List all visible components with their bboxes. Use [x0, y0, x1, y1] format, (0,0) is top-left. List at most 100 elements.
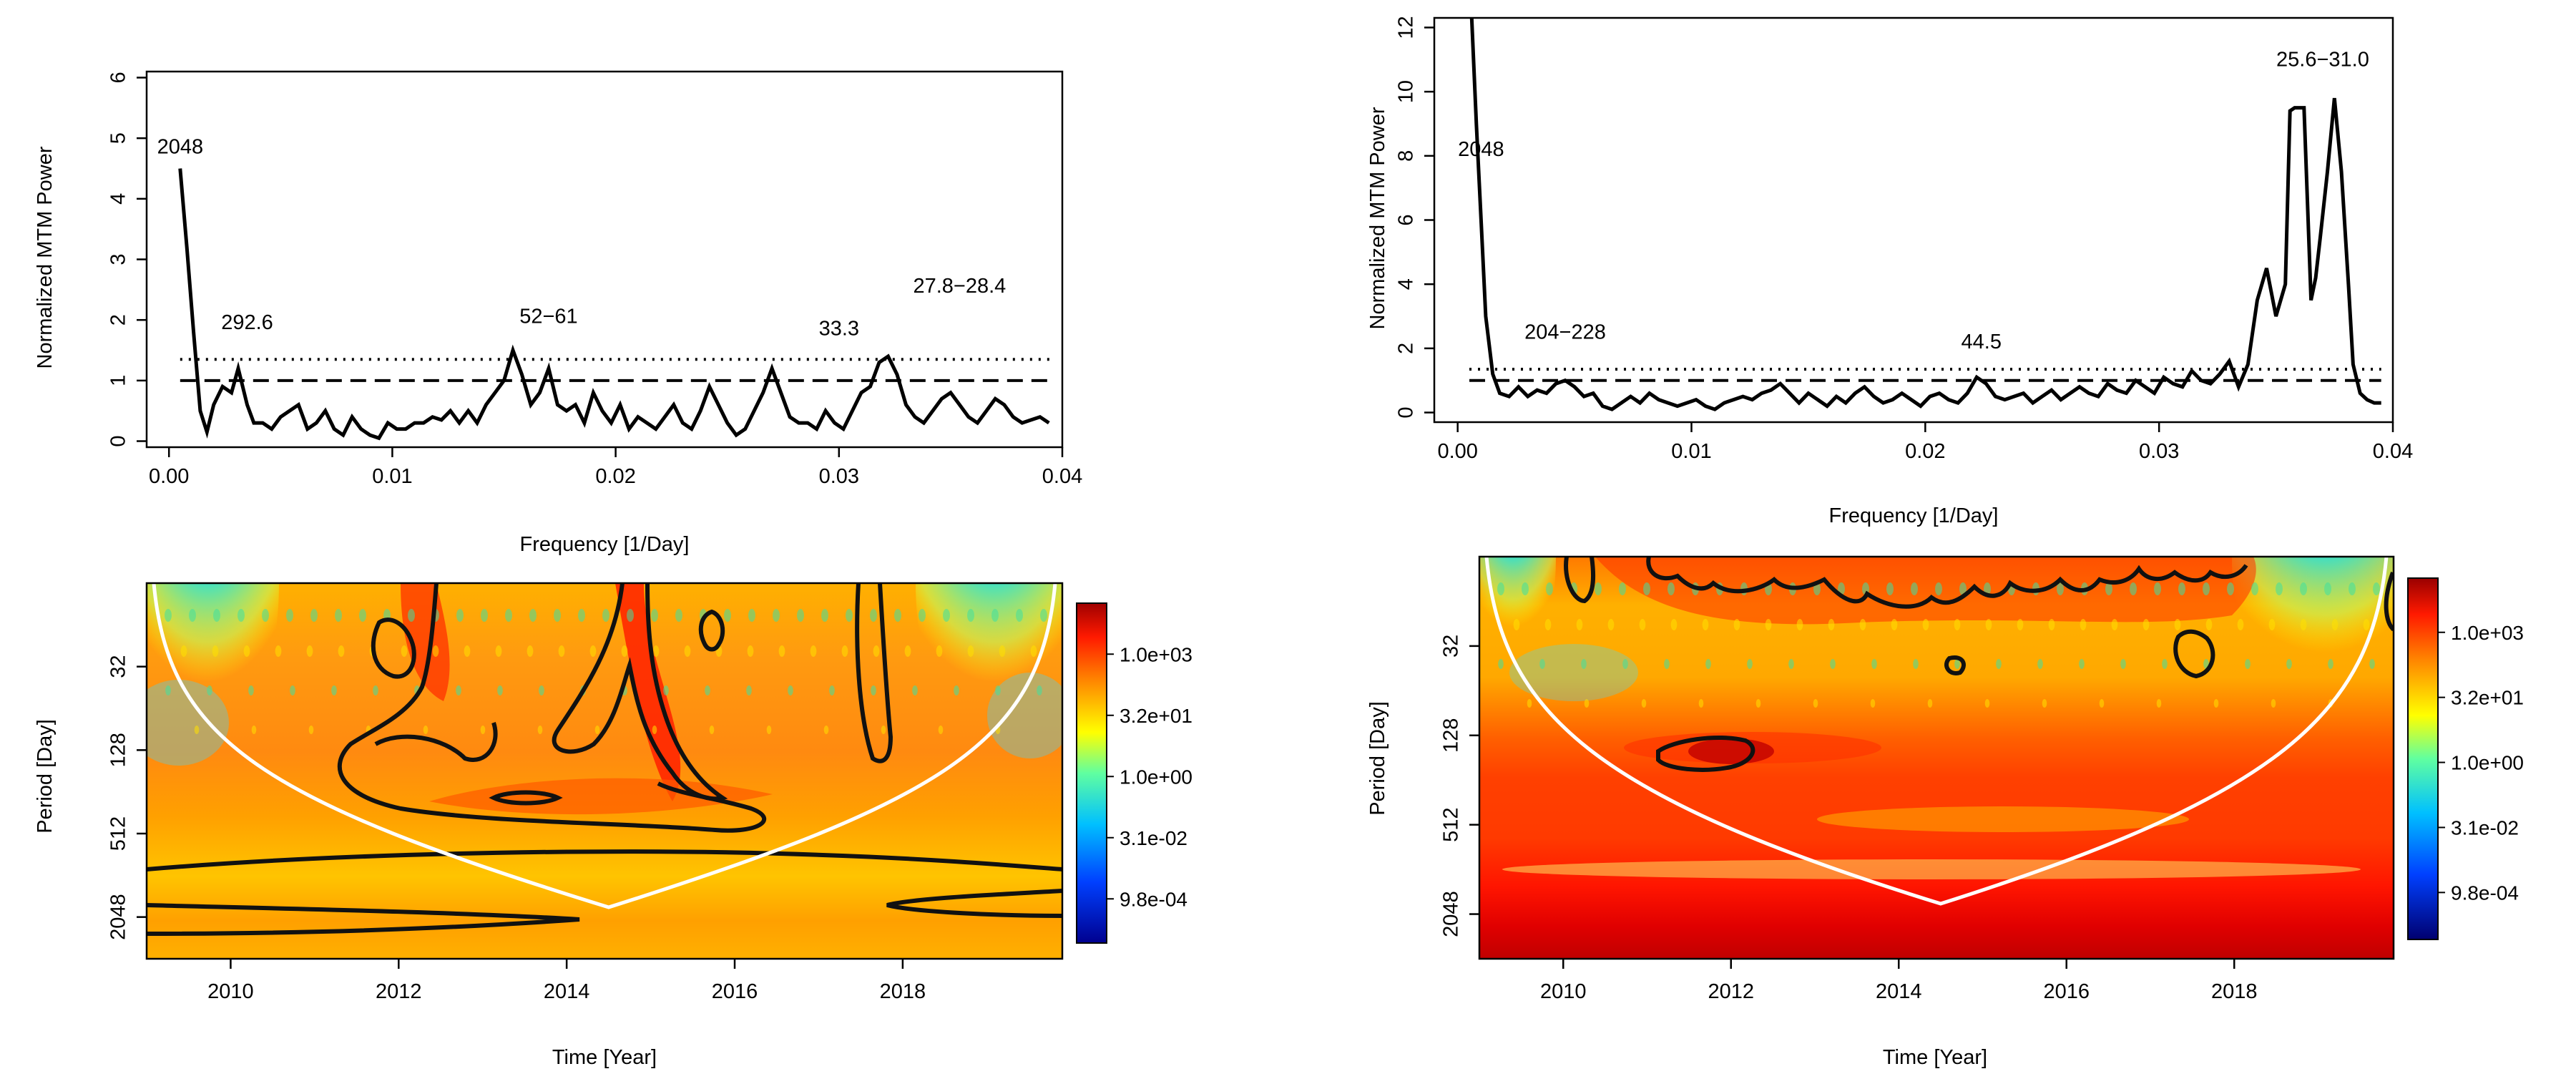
a-wavelet-lattice-dot	[663, 685, 669, 695]
b-wavelet-lattice-dot	[2286, 659, 2292, 669]
a-mtm-annotation: 27.8−28.4	[913, 275, 1006, 298]
a-mtm-ytick-label: 3	[107, 253, 130, 265]
a-mtm-ytick-label: 0	[107, 435, 130, 446]
a-wavelet-lattice-dot	[373, 685, 378, 695]
a-wavelet-lattice-dot	[212, 645, 219, 657]
a-wavelet-lattice-dot	[539, 685, 544, 695]
a-wavelet-lattice-dot	[505, 609, 512, 622]
b-wavelet-lattice-dot	[2328, 659, 2333, 669]
a-wavelet-lattice-dot	[423, 726, 428, 734]
a-wavelet-lattice-dot	[871, 685, 876, 695]
a-wavelet-lattice-dot	[881, 726, 886, 734]
b-mtm-xtick-label: 0.04	[2373, 440, 2413, 463]
a-wavelet-lattice-dot	[290, 685, 295, 695]
a-wavelet-lattice-dot	[497, 685, 503, 695]
a-colorbar-label: 1.0e+03	[1120, 643, 1192, 665]
panel-a-wavelet-frame	[145, 582, 1064, 960]
a-wavelet-lattice-dot	[243, 645, 250, 657]
b-mtm-xtick-label: 0.01	[1671, 440, 1711, 463]
a-wavelet-lattice-dot	[841, 645, 848, 657]
b-wavelet-lattice-dot	[1584, 699, 1590, 708]
b-wavelet-lattice-dot	[2130, 582, 2137, 595]
panel-b-wavelet-frame	[1478, 555, 2395, 960]
b-wavelet-lattice-dot	[2300, 582, 2307, 595]
a-wavelet-lattice-dot	[308, 726, 314, 734]
b-mtm-ytick-label: 8	[1395, 150, 1418, 162]
b-wavelet-lattice-dot	[2079, 659, 2085, 669]
a-wavelet-lattice-dot	[306, 645, 313, 657]
b-wavelet-lattice-dot	[1622, 659, 1628, 669]
panel-a-mtm-xlabel: Frequency [1/Day]	[520, 533, 690, 556]
a-mtm-xtick-label: 0.04	[1042, 465, 1082, 488]
a-wavelet-lattice-dot	[995, 685, 1001, 695]
a-wavelet-lattice-dot	[262, 609, 269, 622]
b-mtm-annotation: 204−228	[1524, 321, 1606, 343]
b-wavelet-lattice-dot	[1733, 619, 1740, 630]
b-wavelet-lattice-dot	[2237, 619, 2244, 630]
a-wavelet-lattice-dot	[709, 726, 715, 734]
a-wavelet-lattice-dot	[481, 609, 488, 622]
b-wavelet-lattice-dot	[1828, 619, 1835, 630]
a-wavelet-xtick-label: 2016	[712, 980, 758, 1003]
b-wavelet-lattice-dot	[1513, 619, 1520, 630]
b-wavelet-lattice-dot	[1911, 582, 1918, 595]
a-mtm-annotation: 52−61	[519, 305, 577, 328]
a-mtm-ytick-label: 5	[107, 132, 130, 144]
b-wavelet-lattice-dot	[1996, 659, 2002, 669]
a-colorbar-label: 1.0e+00	[1120, 766, 1192, 788]
b-mtm-xtick-label: 0.02	[1905, 440, 1945, 463]
a-wavelet-lattice-dot	[165, 609, 172, 622]
a-wavelet-lattice-dot	[967, 609, 974, 622]
a-mtm-annotation: 292.6	[221, 311, 273, 334]
b-wavelet-lattice-dot	[2154, 582, 2161, 595]
b-wavelet-lattice-dot	[2178, 582, 2185, 595]
a-wavelet-lattice-dot	[846, 609, 853, 622]
a-wavelet-lattice-dot	[602, 609, 609, 622]
b-wavelet-lattice-dot	[1619, 582, 1626, 595]
b-mtm-annotation: 2048	[1458, 138, 1504, 161]
a-wavelet-xtick-label: 2018	[880, 980, 926, 1003]
b-wavelet-lattice-dot	[1984, 699, 1990, 708]
b-wavelet-lattice-dot	[2203, 582, 2210, 595]
a-wavelet-ytick-label: 512	[107, 816, 130, 851]
a-wavelet-lattice-dot	[684, 645, 691, 657]
b-colorbar-label: 1.0e+03	[2451, 622, 2524, 644]
b-wavelet-lattice-dot	[2048, 619, 2055, 630]
a-wavelet-lattice-dot	[1016, 609, 1023, 622]
b-wavelet-lattice-dot	[2349, 582, 2356, 595]
a-mtm-annotation: 33.3	[819, 317, 859, 340]
a-wavelet-lattice-dot	[936, 645, 943, 657]
b-wavelet-lattice-dot	[1544, 619, 1552, 630]
b-wavelet-lattice-dot	[1891, 619, 1898, 630]
b-wavelet-lattice-dot	[2037, 659, 2043, 669]
a-wavelet-lattice-dot	[823, 726, 829, 734]
a-wavelet-lattice-dot	[705, 685, 710, 695]
b-wavelet-lattice-dot	[2080, 619, 2087, 630]
b-wavelet-lattice-dot	[2271, 699, 2276, 708]
a-wavelet-lattice-dot	[401, 645, 408, 657]
b-mtm-ytick-label: 10	[1395, 80, 1418, 103]
a-wavelet-lattice-dot	[621, 645, 628, 657]
b-wavelet-lattice-dot	[1913, 659, 1919, 669]
b-wavelet-lattice-dot	[2057, 582, 2064, 595]
b-wavelet-lattice-dot	[1859, 619, 1866, 630]
panel-b-mtm-ylabel: Normalized MTM Power	[1366, 107, 1389, 329]
panel-b-wavelet-image	[1479, 557, 2394, 959]
b-wavelet-lattice-dot	[2369, 659, 2375, 669]
panel-b-colorbar	[2407, 577, 2439, 940]
b-wavelet-lattice-dot	[1765, 619, 1772, 630]
panel-a-mtm-ylabel: Normalized MTM Power	[34, 146, 57, 368]
b-wavelet-xtick-label: 2016	[2043, 980, 2090, 1003]
a-wavelet-lattice-dot	[495, 645, 502, 657]
b-wavelet-lattice-dot	[1870, 699, 1876, 708]
b-wavelet-lattice-dot	[1643, 582, 1650, 595]
a-mtm-annotation: 2048	[157, 135, 204, 158]
panel-b-wavelet-xlabel: Time [Year]	[1883, 1046, 1987, 1069]
b-wavelet-lattice-dot	[2300, 619, 2307, 630]
b-wavelet-lattice-dot	[1871, 659, 1877, 669]
a-wavelet-lattice-dot	[432, 645, 439, 657]
b-wavelet-lattice-dot	[2205, 619, 2213, 630]
b-wavelet-lattice-dot	[1954, 619, 1961, 630]
a-wavelet-lattice-dot	[954, 685, 959, 695]
b-wavelet-ytick-label: 32	[1440, 635, 1463, 658]
